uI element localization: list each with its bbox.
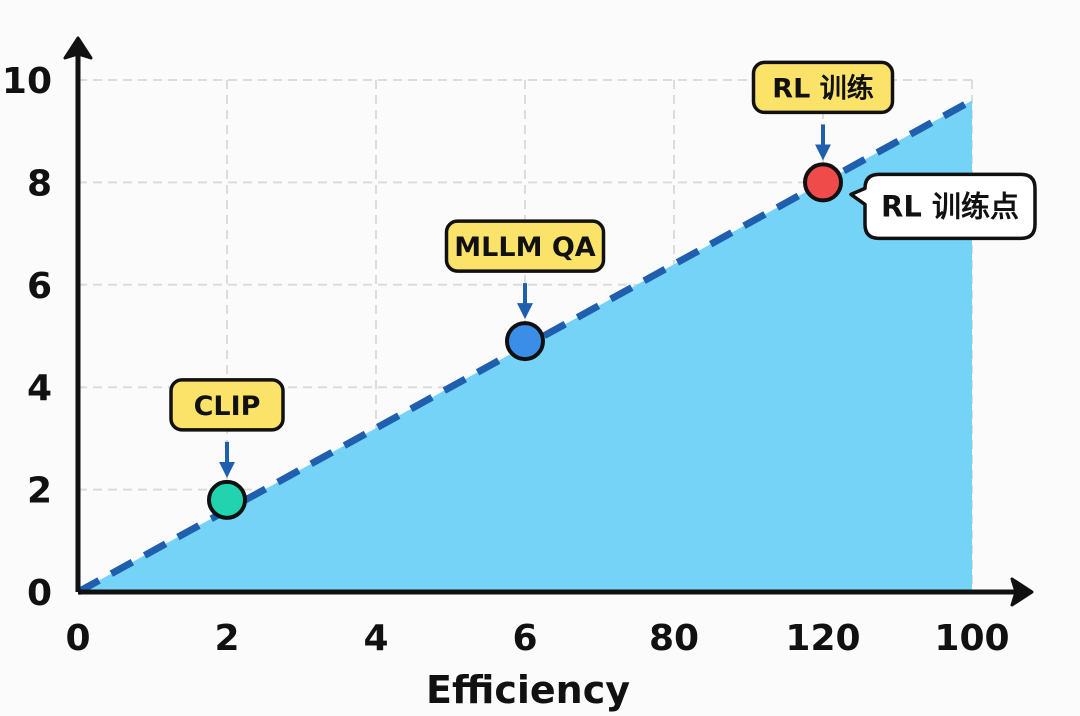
point-label: MLLM QA bbox=[454, 232, 595, 263]
point-label: RL 训练 bbox=[772, 72, 873, 104]
x-axis-arrow bbox=[1010, 577, 1034, 607]
y-tick-label: 4 bbox=[27, 368, 52, 409]
callout-box bbox=[751, 60, 895, 115]
point-label: CLIP bbox=[194, 391, 261, 422]
area-fill bbox=[78, 100, 972, 592]
y-tick-label: 0 bbox=[27, 573, 52, 614]
x-tick-label: 6 bbox=[512, 618, 537, 659]
callouts: CLIP MLLM QA RL 训练 RL 训练点 bbox=[169, 60, 1037, 478]
y-tick-label: 6 bbox=[27, 266, 52, 307]
x-axis-label: Efficiency bbox=[426, 668, 630, 712]
y-tick-label: 8 bbox=[27, 163, 52, 204]
x-tick-label: 0 bbox=[65, 618, 90, 659]
y-tick-label: 10 bbox=[2, 61, 52, 102]
point-callout: RL 训练 bbox=[751, 60, 895, 115]
y-axis-arrow bbox=[63, 36, 93, 60]
callout-box bbox=[444, 219, 606, 273]
speech-bubble: RL 训练点 bbox=[849, 172, 1037, 241]
data-point bbox=[803, 162, 843, 203]
data-points bbox=[207, 162, 843, 520]
data-point bbox=[505, 321, 545, 362]
callout-box bbox=[169, 378, 285, 432]
y-tick-label: 2 bbox=[27, 471, 52, 512]
x-tick-label: 80 bbox=[649, 618, 699, 659]
point-callout: MLLM QA bbox=[444, 219, 606, 273]
data-point bbox=[207, 479, 247, 520]
x-tick-label: 100 bbox=[934, 618, 1009, 659]
axes bbox=[63, 36, 1034, 607]
point-callout: CLIP bbox=[169, 378, 285, 432]
x-tick-label: 2 bbox=[214, 618, 239, 659]
x-tick-label: 120 bbox=[785, 618, 860, 659]
x-tick-label: 4 bbox=[363, 618, 388, 659]
annotation-text: RL 训练点 bbox=[881, 189, 1019, 223]
speech-bubble-shape bbox=[849, 172, 1037, 241]
